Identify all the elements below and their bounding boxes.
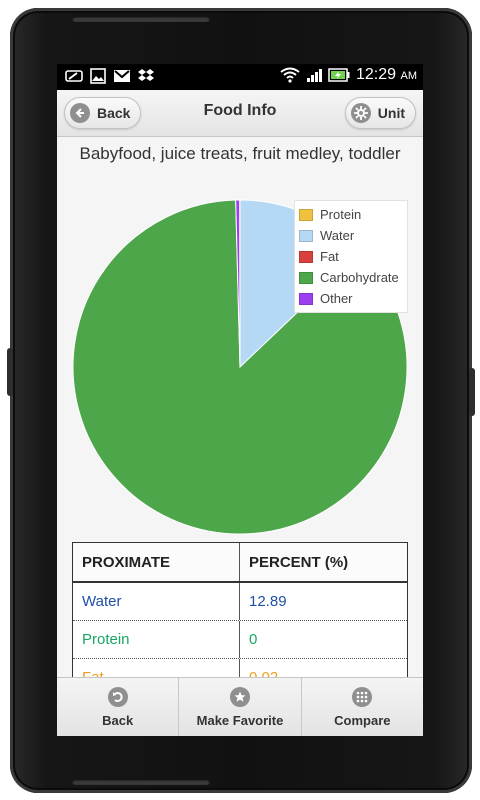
legend-swatch-other [299,292,313,305]
tab-compare-label: Compare [334,713,391,728]
screen: 12:29 AM Back Food Info Unit Babyfood, j… [57,64,423,736]
status-time: 12:29 [356,66,397,83]
header-back-button[interactable]: Back [64,97,142,129]
header-proximate: PROXIMATE [73,543,240,581]
legend-label-fat: Fat [320,249,339,264]
gallery-icon [90,68,106,84]
unit-button[interactable]: Unit [344,97,416,129]
legend-item-fat: Fat [299,246,407,267]
header-percent: PERCENT (%) [249,553,349,571]
back-icon [107,687,128,707]
legend-swatch-water [299,229,313,242]
legend-item-water: Water [299,225,407,246]
tab-back[interactable]: Back [57,678,180,736]
legend-label-carbohydrate: Carbohydrate [320,270,399,285]
header-bar: Back Food Info Unit [57,90,423,137]
page-title: Food Info [203,102,277,119]
status-clock: 12:29 AM [356,66,417,84]
row-name: Water [73,583,240,620]
pie-chart [72,199,408,535]
tab-back-label: Back [102,713,134,728]
dropbox-icon [138,69,154,81]
side-button-right [469,368,475,416]
legend-swatch-fat [299,250,313,263]
grid-icon [352,687,373,707]
legend-label-protein: Protein [320,207,362,222]
content-area: Babyfood, juice treats, fruit medley, to… [57,137,423,698]
bottom-tab-bar: Back Make Favorite Compare [57,677,423,736]
unit-label: Unit [377,105,405,121]
status-bar: 12:29 AM [57,64,423,90]
proximate-table: PROXIMATE PERCENT (%) Water 12.89 Protei… [72,542,408,698]
gear-icon [350,103,371,123]
legend-label-water: Water [320,228,355,243]
legend-swatch-carbohydrate [299,271,313,284]
bottom-speaker [72,779,210,785]
table-row: Protein 0 [73,621,407,659]
chart-title: Babyfood, juice treats, fruit medley, to… [79,144,401,163]
status-ampm: AM [400,70,418,82]
table-header-row: PROXIMATE PERCENT (%) [73,543,407,583]
top-speaker [72,16,210,22]
legend-label-other: Other [320,291,353,306]
legend-swatch-protein [299,208,313,221]
tab-make-favorite[interactable]: Make Favorite [179,678,302,736]
back-arrow-icon [70,103,90,123]
side-button-left [7,348,13,396]
wifi-icon [280,67,300,83]
row-value: 12.89 [249,593,287,610]
signal-icon [307,69,322,82]
row-value: 0 [249,631,258,648]
legend-item-protein: Protein [299,204,407,225]
battery-icon [328,68,350,82]
header-back-label: Back [97,105,131,121]
toggle-icon [65,70,83,82]
legend-item-carbohydrate: Carbohydrate [299,267,407,288]
gmail-icon [114,70,130,82]
tab-make-favorite-label: Make Favorite [196,713,284,728]
tab-compare[interactable]: Compare [302,678,423,736]
legend-item-other: Other [299,288,407,309]
star-icon [229,687,250,707]
chart-legend: Protein Water Fat Carbohydrate Other [294,200,408,313]
row-name: Protein [73,621,240,658]
table-row: Water 12.89 [73,583,407,621]
